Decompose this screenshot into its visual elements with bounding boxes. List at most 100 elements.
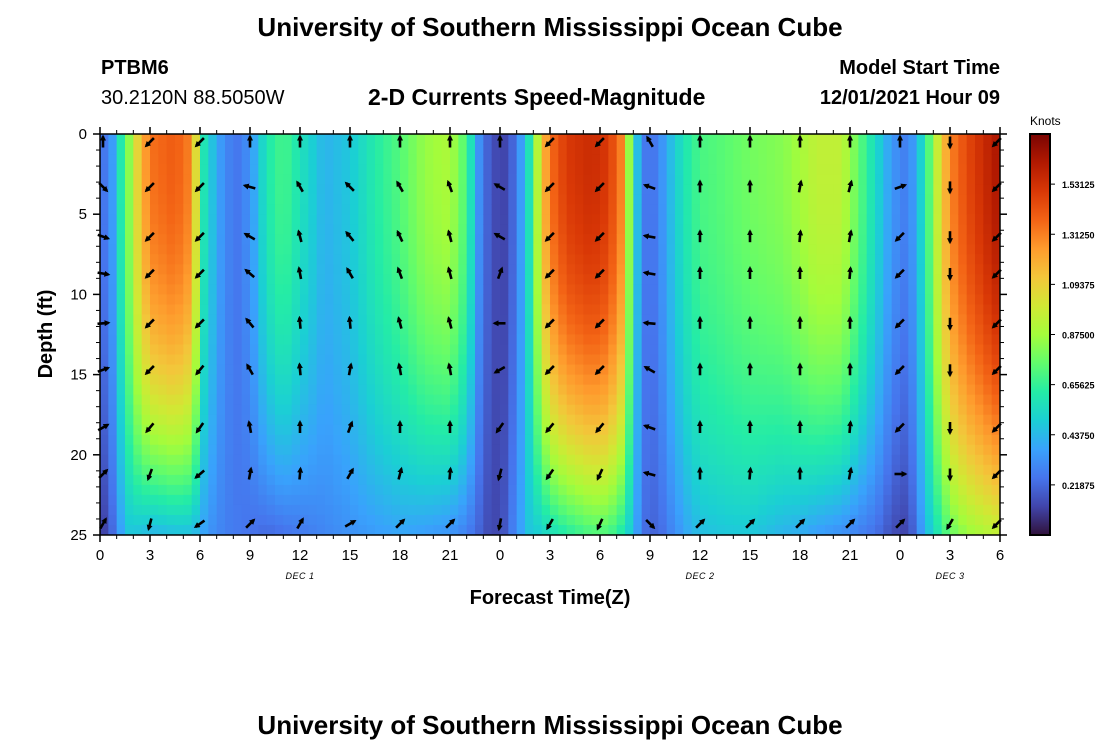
heatmap-cell bbox=[358, 244, 368, 255]
heatmap-cell bbox=[558, 524, 568, 535]
heatmap-cell bbox=[675, 344, 684, 356]
heatmap-cell bbox=[666, 204, 676, 215]
heatmap-cell bbox=[983, 474, 993, 486]
heatmap-cell bbox=[325, 414, 334, 426]
heatmap-cell bbox=[450, 414, 459, 426]
heatmap-cell bbox=[675, 394, 684, 406]
heatmap-cell bbox=[425, 374, 434, 386]
heatmap-cell bbox=[316, 134, 326, 145]
heatmap-cell bbox=[216, 514, 226, 526]
heatmap-cell bbox=[891, 444, 901, 456]
heatmap-cell bbox=[108, 464, 118, 476]
heatmap-cell bbox=[616, 174, 626, 185]
heatmap-cell bbox=[375, 324, 384, 336]
heatmap-cell bbox=[458, 274, 468, 285]
heatmap-cell bbox=[308, 514, 318, 526]
heatmap-cell bbox=[558, 414, 568, 426]
heatmap-cell bbox=[975, 254, 984, 265]
heatmap-cell bbox=[741, 254, 751, 265]
heatmap-cell bbox=[175, 394, 184, 406]
heatmap-cell bbox=[100, 444, 109, 456]
heatmap-cell bbox=[133, 414, 143, 426]
heatmap-cell bbox=[416, 394, 426, 406]
heatmap-cell bbox=[516, 294, 526, 306]
heatmap-cell bbox=[633, 234, 643, 245]
heatmap-cell bbox=[191, 274, 201, 285]
heatmap-cell bbox=[191, 434, 201, 446]
heatmap-cell bbox=[200, 294, 209, 306]
heatmap-cell bbox=[116, 304, 126, 316]
heatmap-cell bbox=[525, 344, 534, 356]
heatmap-cell bbox=[716, 524, 726, 535]
heatmap-cell bbox=[575, 154, 584, 165]
heatmap-cell bbox=[825, 314, 834, 326]
heatmap-cell bbox=[766, 514, 776, 526]
heatmap-cell bbox=[758, 524, 768, 535]
heatmap-cell bbox=[858, 274, 868, 285]
heatmap-cell bbox=[541, 394, 551, 406]
heatmap-cell bbox=[425, 464, 434, 476]
heatmap-cell bbox=[891, 334, 901, 346]
heatmap-cell bbox=[766, 494, 776, 506]
heatmap-cell bbox=[975, 354, 984, 366]
heatmap-cell bbox=[291, 304, 301, 316]
heatmap-cell bbox=[766, 414, 776, 426]
heatmap-cell bbox=[783, 394, 793, 406]
heatmap-cell bbox=[633, 144, 643, 155]
heatmap-cell bbox=[316, 354, 326, 366]
heatmap-cell bbox=[608, 444, 618, 456]
heatmap-cell bbox=[308, 444, 318, 456]
heatmap-cell bbox=[791, 344, 801, 356]
heatmap-cell bbox=[850, 374, 859, 386]
heatmap-cell bbox=[550, 324, 559, 336]
heatmap-cell bbox=[341, 494, 351, 506]
heatmap-cell bbox=[241, 234, 251, 245]
heatmap-cell bbox=[316, 254, 326, 265]
heatmap-cell bbox=[758, 304, 768, 316]
current-vector-arrow bbox=[244, 268, 256, 279]
heatmap-cell bbox=[341, 344, 351, 356]
heatmap-cell bbox=[741, 224, 751, 235]
heatmap-cell bbox=[108, 294, 118, 306]
heatmap-cell bbox=[408, 474, 418, 486]
heatmap-cell bbox=[766, 274, 776, 285]
heatmap-cell bbox=[716, 304, 726, 316]
heatmap-cell bbox=[166, 514, 176, 526]
heatmap-cell bbox=[333, 394, 343, 406]
heatmap-cell bbox=[775, 464, 784, 476]
heatmap-cell bbox=[716, 284, 726, 296]
heatmap-cell bbox=[366, 284, 376, 296]
heatmap-cell bbox=[808, 424, 818, 436]
heatmap-cell bbox=[125, 264, 134, 275]
heatmap-cell bbox=[991, 414, 1000, 426]
heatmap-cell bbox=[100, 334, 109, 346]
heatmap-cell bbox=[708, 134, 718, 145]
heatmap-cell bbox=[250, 374, 259, 386]
heatmap-cell bbox=[733, 484, 743, 496]
heatmap-cell bbox=[566, 314, 576, 326]
heatmap-cell bbox=[866, 134, 876, 145]
heatmap-cell bbox=[950, 224, 959, 235]
heatmap-cell bbox=[225, 384, 234, 396]
heatmap-cell bbox=[600, 434, 609, 446]
heatmap-cell bbox=[616, 504, 626, 516]
heatmap-cell bbox=[500, 514, 509, 526]
heatmap-cell bbox=[433, 434, 443, 446]
heatmap-cell bbox=[366, 144, 376, 155]
heatmap-cell bbox=[766, 344, 776, 356]
heatmap-cell bbox=[883, 284, 893, 296]
heatmap-cell bbox=[275, 364, 284, 376]
heatmap-cell bbox=[400, 184, 409, 195]
heatmap-cell bbox=[841, 474, 851, 486]
heatmap-cell bbox=[275, 494, 284, 506]
heatmap-cell bbox=[600, 154, 609, 165]
heatmap-cell bbox=[233, 154, 243, 165]
heatmap-cell bbox=[200, 474, 209, 486]
heatmap-cell bbox=[325, 164, 334, 175]
heatmap-cell bbox=[400, 424, 409, 436]
heatmap-cell bbox=[608, 374, 618, 386]
heatmap-cell bbox=[616, 364, 626, 376]
heatmap-cell bbox=[841, 374, 851, 386]
heatmap-cell bbox=[725, 214, 734, 225]
heatmap-cell bbox=[308, 234, 318, 245]
